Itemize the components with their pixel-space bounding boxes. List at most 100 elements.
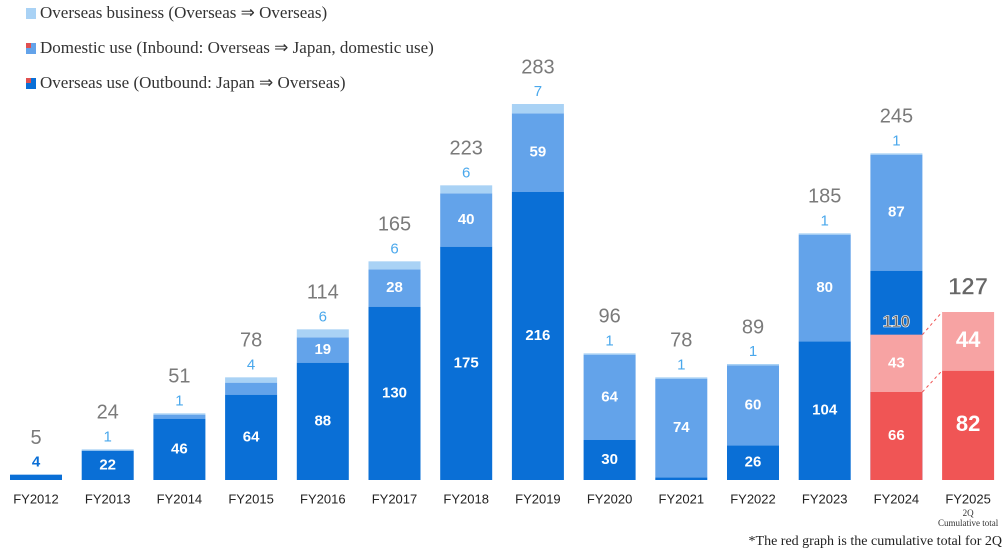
legend-swatch-accent [26,8,31,13]
legend-swatch-accent [26,78,31,83]
bar-segment [798,233,851,235]
legend-label: Overseas business (Overseas ⇒ Overseas) [40,3,327,22]
bar-segment [10,474,62,480]
total-label: 114 [307,282,339,304]
x-tick-label: FY2023 [802,491,848,506]
legend-label: Domestic use (Inbound: Overseas ⇒ Japan,… [40,38,434,57]
value-label: 88 [314,412,331,429]
bar-segment [511,113,564,192]
total-label: 110 [883,312,910,331]
total-label: 223 [450,138,483,160]
value-label: 80 [816,279,833,296]
bar-segment [296,329,349,338]
value-label: 26 [745,454,762,471]
bar-segment [583,440,636,480]
total-label: 245 [880,106,913,128]
total-label: 51 [168,366,190,388]
value-label: 130 [382,384,407,401]
value-label: 74 [673,419,690,436]
value-label: 7 [534,83,542,100]
bar-segment [225,377,278,383]
x-tick-label: FY2025 [945,491,991,506]
total-label: 5 [30,427,41,449]
value-label: 40 [458,211,475,228]
x-tick-label: FY2018 [443,491,489,506]
x-tick-label: FY2022 [730,491,776,506]
bar-segment [655,378,708,478]
bar-segment [870,154,923,271]
bar-segment [153,418,206,480]
value-label: 30 [601,451,618,468]
bar-segment [511,192,564,480]
bar-segment [655,477,708,480]
bar-segment [798,234,851,342]
value-label: 1 [821,212,829,229]
value-label: 44 [956,327,981,352]
value-label: 3 [175,394,183,411]
bar-segment [727,364,779,366]
value-label: 28 [386,279,403,296]
bar-segment [440,246,493,480]
x-tick-label: FY2015 [228,491,274,506]
value-label: 87 [888,204,905,221]
value-label: 1 [605,332,613,349]
value-label: 59 [530,144,547,161]
value-label: 1 [677,356,685,373]
connector [922,311,943,335]
x-tick-label: FY2017 [372,491,418,506]
value-label: 43 [888,354,905,371]
legend-swatch-accent [26,43,31,48]
bar-segment [798,341,851,480]
value-label: 1 [749,343,757,360]
x-tick-label: FY2024 [874,491,920,506]
value-label: 64 [601,388,618,405]
value-label: 4 [247,356,255,373]
value-label: 6 [319,308,327,325]
total-label: 89 [742,316,764,338]
bar-segment [81,450,134,480]
x-tick-label: FY2019 [515,491,561,506]
bar-segment [440,185,493,194]
bar-segment [296,337,349,363]
value-label: 1 [104,428,112,445]
x-tick-label: FY2020 [587,491,633,506]
bar-segment [727,445,779,480]
legend-label: Overseas use (Outbound: Japan ⇒ Overseas… [40,73,346,92]
bar-segment [368,269,421,307]
value-label: 64 [243,428,260,445]
x-tick-label: FY2016 [300,491,346,506]
value-label: 60 [745,396,762,413]
total-label: 78 [670,330,692,352]
bar-segment [870,334,923,392]
total-label: 78 [240,330,262,352]
x-tick-label: FY2013 [85,491,131,506]
x-tick-label: FY2012 [13,491,59,506]
value-label: 9 [247,362,255,379]
legend-swatch [26,43,36,54]
bar-segment [870,153,923,155]
total-label: 24 [97,402,119,424]
bar-segment [942,312,995,371]
x-tick-label: FY2014 [157,491,203,506]
legend-swatch [26,78,36,89]
bar-segment [942,370,995,480]
total-label: 283 [521,56,554,78]
value-label: 19 [314,341,331,358]
footnote: *The red graph is the cumulative total f… [749,534,1002,549]
value-label: 4 [32,454,41,471]
x-tick-note: 2Q [963,508,975,518]
value-label: 1 [175,392,183,409]
bar-segment [368,306,421,480]
total-label: 185 [808,186,841,208]
bar-segment [368,261,421,270]
x-tick-note: Cumulative total [938,518,999,528]
bar-segment [153,414,206,419]
connector [922,370,943,393]
value-label: 104 [812,402,838,419]
value-label: 22 [99,456,116,473]
total-label: 127 [948,273,988,300]
bar-segment [225,394,278,480]
bar-segment [440,193,493,247]
value-label: 82 [956,411,980,436]
